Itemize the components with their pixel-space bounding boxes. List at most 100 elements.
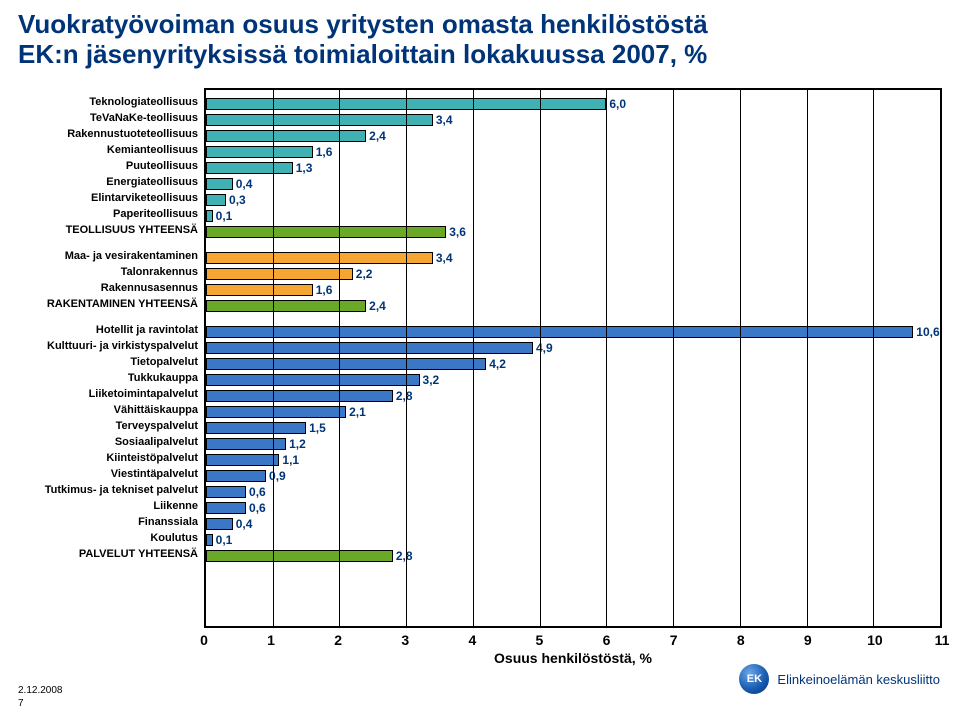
chart: Teknologiateollisuus TeVaNaKe-teollisuus R… xyxy=(18,88,942,628)
category-label: PALVELUT YHTEENSÄ xyxy=(18,549,204,560)
title-line-1: Vuokratyövoiman osuus yritysten omasta h… xyxy=(18,9,708,39)
category-label: Kemianteollisuus xyxy=(18,145,204,156)
grid-line xyxy=(339,90,340,626)
bar-value: 2,8 xyxy=(396,389,413,403)
category-label: Hotellit ja ravintolat xyxy=(18,325,204,336)
grid-line xyxy=(273,90,274,626)
bar-value: 1,5 xyxy=(309,421,326,435)
grid-line xyxy=(673,90,674,626)
x-tick-label: 0 xyxy=(200,632,208,648)
bar: 3,4 xyxy=(206,252,433,264)
x-tick-label: 9 xyxy=(804,632,812,648)
bar-value: 0,6 xyxy=(249,501,266,515)
footer-date: 2.12.2008 xyxy=(18,685,63,696)
category-label: Terveyspalvelut xyxy=(18,421,204,432)
category-label: Liikenne xyxy=(18,501,204,512)
bar: 0,4 xyxy=(206,518,233,530)
bar-value: 0,9 xyxy=(269,469,286,483)
x-tick-label: 10 xyxy=(867,632,883,648)
category-label: Finanssiala xyxy=(18,517,204,528)
category-label: TEOLLISUUS YHTEENSÄ xyxy=(18,225,204,236)
bar: 0,1 xyxy=(206,534,213,546)
bar: 2,1 xyxy=(206,406,346,418)
category-label: Teknologiateollisuus xyxy=(18,97,204,108)
category-labels: Teknologiateollisuus TeVaNaKe-teollisuus R… xyxy=(18,88,204,628)
grid-line xyxy=(807,90,808,626)
category-label: Maa- ja vesirakentaminen xyxy=(18,251,204,262)
grid-line xyxy=(406,90,407,626)
bar-value: 0,1 xyxy=(216,533,233,547)
bar: 1,3 xyxy=(206,162,293,174)
x-tick-label: 6 xyxy=(603,632,611,648)
bar-value: 3,6 xyxy=(449,225,466,239)
x-tick-label: 11 xyxy=(935,632,950,648)
bar-value: 2,1 xyxy=(349,405,366,419)
grid-line xyxy=(540,90,541,626)
bar: 2,2 xyxy=(206,268,353,280)
bar-value: 3,2 xyxy=(423,373,440,387)
bar-value: 3,4 xyxy=(436,113,453,127)
category-label: Rakennustuoteteollisuus xyxy=(18,129,204,140)
bar-value: 0,4 xyxy=(236,177,253,191)
category-label: Tukkukauppa xyxy=(18,373,204,384)
bar: 0,6 xyxy=(206,486,246,498)
grid-line xyxy=(740,90,741,626)
bar: 1,1 xyxy=(206,454,279,466)
bar-value: 4,9 xyxy=(536,341,553,355)
grid-line xyxy=(606,90,607,626)
bar: 2,4 xyxy=(206,300,366,312)
bar: 3,4 xyxy=(206,114,433,126)
x-tick-label: 7 xyxy=(670,632,678,648)
bar-value: 0,6 xyxy=(249,485,266,499)
slide-title: Vuokratyövoiman osuus yritysten omasta h… xyxy=(18,10,942,70)
category-label: Sosiaalipalvelut xyxy=(18,437,204,448)
bar: 0,9 xyxy=(206,470,266,482)
logo: EK Elinkeinoelämän keskusliitto xyxy=(739,664,940,694)
bar: 0,1 xyxy=(206,210,213,222)
bar: 3,6 xyxy=(206,226,446,238)
x-tick-label: 1 xyxy=(267,632,275,648)
bar: 4,2 xyxy=(206,358,486,370)
x-tick-label: 3 xyxy=(401,632,409,648)
bar-value: 0,4 xyxy=(236,517,253,531)
category-label: TeVaNaKe-teollisuus xyxy=(18,113,204,124)
bar: 3,2 xyxy=(206,374,420,386)
category-label: Viestintäpalvelut xyxy=(18,469,204,480)
logo-abbr: EK xyxy=(747,673,762,685)
category-label: Energiateollisuus xyxy=(18,177,204,188)
category-label: Tutkimus- ja tekniset palvelut xyxy=(18,485,204,496)
bar: 0,4 xyxy=(206,178,233,190)
category-label: Liiketoimintapalvelut xyxy=(18,389,204,400)
logo-icon: EK xyxy=(739,664,769,694)
bar: 4,9 xyxy=(206,342,533,354)
category-label: Kulttuuri- ja virkistyspalvelut xyxy=(18,341,204,352)
bar-value: 2,4 xyxy=(369,129,386,143)
title-line-2: EK:n jäsenyrityksissä toimialoittain lok… xyxy=(18,39,707,69)
category-label: RAKENTAMINEN YHTEENSÄ xyxy=(18,299,204,310)
category-label: Vähittäiskauppa xyxy=(18,405,204,416)
slide: Vuokratyövoiman osuus yritysten omasta h… xyxy=(0,0,960,706)
x-tick-label: 8 xyxy=(737,632,745,648)
category-label: Tietopalvelut xyxy=(18,357,204,368)
bar-value: 1,3 xyxy=(296,161,313,175)
bar-value: 2,4 xyxy=(369,299,386,313)
bar: 1,2 xyxy=(206,438,286,450)
bar-value: 0,1 xyxy=(216,209,233,223)
bar: 0,6 xyxy=(206,502,246,514)
bar: 0,3 xyxy=(206,194,226,206)
bar-value: 10,6 xyxy=(916,325,939,339)
category-label: Kiinteistöpalvelut xyxy=(18,453,204,464)
x-tick-label: 2 xyxy=(334,632,342,648)
footer-page: 7 xyxy=(18,698,24,706)
bar-value: 1,1 xyxy=(282,453,299,467)
bar-value: 1,6 xyxy=(316,283,333,297)
grid-line xyxy=(473,90,474,626)
bar-value: 0,3 xyxy=(229,193,246,207)
grid-line xyxy=(873,90,874,626)
category-label: Koulutus xyxy=(18,533,204,544)
logo-text: Elinkeinoelämän keskusliitto xyxy=(777,672,940,687)
bar: 2,4 xyxy=(206,130,366,142)
category-label: Talonrakennus xyxy=(18,267,204,278)
x-tick-label: 4 xyxy=(468,632,476,648)
category-label: Paperiteollisuus xyxy=(18,209,204,220)
